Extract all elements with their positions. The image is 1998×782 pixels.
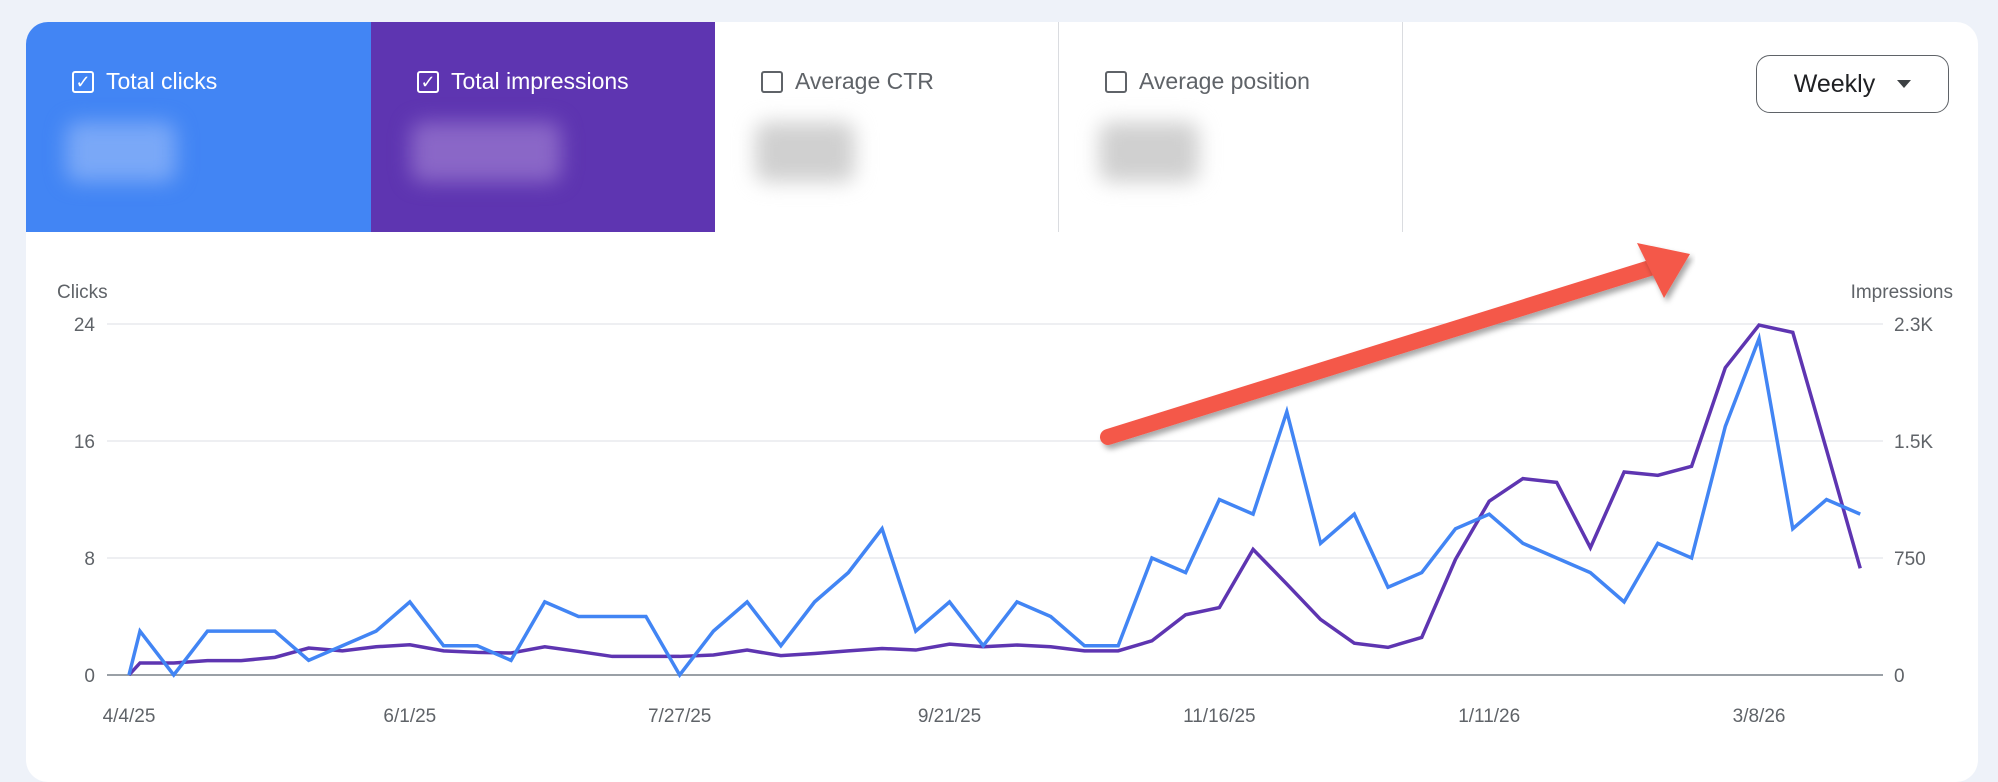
metric-label: Total impressions <box>451 68 629 94</box>
left-tick-label: 16 <box>74 432 95 453</box>
blurred-value <box>755 122 855 182</box>
left-axis-title: Clicks <box>57 282 108 303</box>
blurred-value <box>411 122 561 182</box>
right-tick-label: 1.5K <box>1894 432 1933 453</box>
checkbox-unchecked-icon[interactable] <box>1105 70 1127 93</box>
metric-label: Average CTR <box>795 68 934 94</box>
x-tick-label: 4/4/25 <box>103 706 156 727</box>
left-tick-label: 24 <box>74 315 96 336</box>
left-tick-label: 8 <box>84 549 95 570</box>
performance-card: ✓ Total clicks ✓ Total impressions Average… <box>26 22 1978 782</box>
x-tick-label: 1/11/26 <box>1458 706 1520 727</box>
metric-tab-total-clicks[interactable]: ✓ Total clicks <box>26 22 371 232</box>
performance-chart: Clicks Impressions 0 0 8 750 16 1.5K 24 2.3K 4/4… <box>57 243 1953 727</box>
right-tick-label: 750 <box>1894 549 1926 570</box>
x-tick-label: 11/16/25 <box>1183 706 1256 727</box>
period-select[interactable]: Weekly <box>1756 55 1949 113</box>
x-tick-label: 3/8/26 <box>1733 706 1786 727</box>
right-tick-label: 0 <box>1894 666 1905 687</box>
right-axis-title: Impressions <box>1851 282 1953 303</box>
x-tick-label: 7/27/25 <box>648 706 711 727</box>
metric-tab-average-ctr[interactable]: Average CTR <box>715 22 1059 232</box>
metric-tab-average-position[interactable]: Average position <box>1059 22 1403 232</box>
metric-label: Average position <box>1139 68 1310 94</box>
left-tick-label: 0 <box>84 666 95 687</box>
metric-label: Total clicks <box>106 68 218 94</box>
blurred-value <box>1099 122 1199 182</box>
x-tick-label: 6/1/25 <box>383 706 436 727</box>
metric-tab-total-impressions[interactable]: ✓ Total impressions <box>371 22 715 232</box>
checkbox-unchecked-icon[interactable] <box>761 70 783 93</box>
caret-down-icon <box>1897 80 1912 88</box>
checkbox-checked-icon[interactable]: ✓ <box>72 70 94 93</box>
series-line-clicks <box>127 332 1861 679</box>
blurred-value <box>66 122 176 182</box>
checkbox-checked-icon[interactable]: ✓ <box>417 70 439 93</box>
trend-arrow-annotation <box>1100 243 1690 445</box>
right-tick-label: 2.3K <box>1894 315 1933 336</box>
x-tick-label: 9/21/25 <box>918 706 981 727</box>
period-select-value: Weekly <box>1793 69 1876 98</box>
